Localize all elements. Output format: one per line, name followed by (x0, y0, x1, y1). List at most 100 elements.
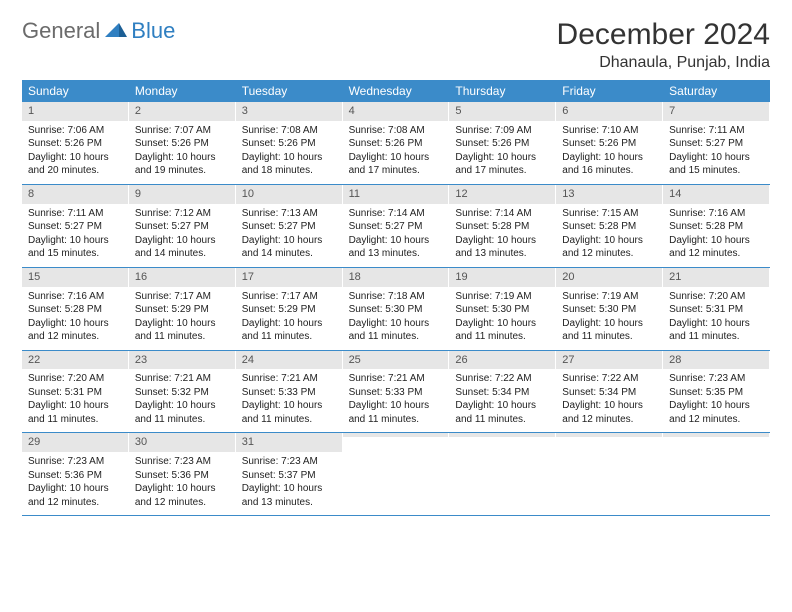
sunset-text: Sunset: 5:27 PM (242, 220, 337, 234)
sunset-text: Sunset: 5:28 PM (562, 220, 657, 234)
calendar-cell (343, 433, 450, 515)
day-number (449, 433, 556, 437)
daylight-text: Daylight: 10 hours and 11 minutes. (349, 399, 444, 426)
logo-text-general: General (22, 18, 100, 44)
sunset-text: Sunset: 5:26 PM (349, 137, 444, 151)
sunset-text: Sunset: 5:31 PM (28, 386, 123, 400)
day-number: 25 (343, 351, 450, 370)
calendar-cell: 3Sunrise: 7:08 AMSunset: 5:26 PMDaylight… (236, 102, 343, 184)
day-number (343, 433, 450, 437)
daylight-text: Daylight: 10 hours and 12 minutes. (669, 399, 764, 426)
calendar-cell (556, 433, 663, 515)
sunset-text: Sunset: 5:28 PM (455, 220, 550, 234)
day-number: 27 (556, 351, 663, 370)
day-number: 16 (129, 268, 236, 287)
day-number: 19 (449, 268, 556, 287)
calendar-cell: 25Sunrise: 7:21 AMSunset: 5:33 PMDayligh… (343, 351, 450, 433)
logo-text-blue: Blue (131, 18, 175, 44)
location-subtitle: Dhanaula, Punjab, India (557, 54, 770, 72)
sunrise-text: Sunrise: 7:22 AM (455, 372, 550, 386)
sunrise-text: Sunrise: 7:20 AM (28, 372, 123, 386)
calendar-cell: 15Sunrise: 7:16 AMSunset: 5:28 PMDayligh… (22, 268, 129, 350)
sunset-text: Sunset: 5:29 PM (242, 303, 337, 317)
sunrise-text: Sunrise: 7:16 AM (28, 290, 123, 304)
day-number: 29 (22, 433, 129, 452)
sunrise-text: Sunrise: 7:17 AM (242, 290, 337, 304)
sunset-text: Sunset: 5:27 PM (669, 137, 764, 151)
calendar-cell: 24Sunrise: 7:21 AMSunset: 5:33 PMDayligh… (236, 351, 343, 433)
sunrise-text: Sunrise: 7:07 AM (135, 124, 230, 138)
calendar-cell: 23Sunrise: 7:21 AMSunset: 5:32 PMDayligh… (129, 351, 236, 433)
sunrise-text: Sunrise: 7:08 AM (349, 124, 444, 138)
sunset-text: Sunset: 5:28 PM (28, 303, 123, 317)
sunrise-text: Sunrise: 7:20 AM (669, 290, 764, 304)
daylight-text: Daylight: 10 hours and 16 minutes. (562, 151, 657, 178)
sunrise-text: Sunrise: 7:21 AM (349, 372, 444, 386)
sunset-text: Sunset: 5:26 PM (135, 137, 230, 151)
day-header-row: Sunday Monday Tuesday Wednesday Thursday… (22, 80, 770, 102)
day-header-thursday: Thursday (449, 80, 556, 102)
day-number: 8 (22, 185, 129, 204)
calendar-cell: 21Sunrise: 7:20 AMSunset: 5:31 PMDayligh… (663, 268, 770, 350)
day-number: 24 (236, 351, 343, 370)
day-number: 26 (449, 351, 556, 370)
calendar-cell: 27Sunrise: 7:22 AMSunset: 5:34 PMDayligh… (556, 351, 663, 433)
week-row: 8Sunrise: 7:11 AMSunset: 5:27 PMDaylight… (22, 185, 770, 268)
daylight-text: Daylight: 10 hours and 12 minutes. (669, 234, 764, 261)
calendar-cell: 12Sunrise: 7:14 AMSunset: 5:28 PMDayligh… (449, 185, 556, 267)
calendar-cell: 14Sunrise: 7:16 AMSunset: 5:28 PMDayligh… (663, 185, 770, 267)
day-header-sunday: Sunday (22, 80, 129, 102)
daylight-text: Daylight: 10 hours and 11 minutes. (349, 317, 444, 344)
day-header-wednesday: Wednesday (343, 80, 450, 102)
sunset-text: Sunset: 5:26 PM (562, 137, 657, 151)
sunset-text: Sunset: 5:37 PM (242, 469, 337, 483)
sunset-text: Sunset: 5:30 PM (562, 303, 657, 317)
daylight-text: Daylight: 10 hours and 11 minutes. (455, 399, 550, 426)
calendar-cell: 28Sunrise: 7:23 AMSunset: 5:35 PMDayligh… (663, 351, 770, 433)
daylight-text: Daylight: 10 hours and 11 minutes. (28, 399, 123, 426)
calendar-cell: 9Sunrise: 7:12 AMSunset: 5:27 PMDaylight… (129, 185, 236, 267)
calendar-cell: 1Sunrise: 7:06 AMSunset: 5:26 PMDaylight… (22, 102, 129, 184)
calendar-cell: 29Sunrise: 7:23 AMSunset: 5:36 PMDayligh… (22, 433, 129, 515)
calendar-cell: 17Sunrise: 7:17 AMSunset: 5:29 PMDayligh… (236, 268, 343, 350)
day-number: 15 (22, 268, 129, 287)
daylight-text: Daylight: 10 hours and 12 minutes. (562, 234, 657, 261)
sunrise-text: Sunrise: 7:21 AM (135, 372, 230, 386)
daylight-text: Daylight: 10 hours and 12 minutes. (28, 482, 123, 509)
day-number: 3 (236, 102, 343, 121)
week-row: 29 Sunrise: 7:23 AMSunset: 5:36 PM Dayligh… (22, 433, 770, 516)
sunrise-text: Sunrise: 7:09 AM (455, 124, 550, 138)
sunrise-text: Sunrise: 7:19 AM (562, 290, 657, 304)
day-number (556, 433, 663, 437)
calendar-cell: 6Sunrise: 7:10 AMSunset: 5:26 PMDaylight… (556, 102, 663, 184)
calendar-cell: 18Sunrise: 7:18 AMSunset: 5:30 PMDayligh… (343, 268, 450, 350)
day-number: 2 (129, 102, 236, 121)
sunset-text: Sunset: 5:36 PM (135, 469, 230, 483)
sunset-text: Sunset: 5:33 PM (242, 386, 337, 400)
day-number: 17 (236, 268, 343, 287)
day-header-friday: Friday (556, 80, 663, 102)
sunset-text: Sunset: 5:29 PM (135, 303, 230, 317)
daylight-text: Daylight: 10 hours and 20 minutes. (28, 151, 123, 178)
day-number: 1 (22, 102, 129, 121)
sunrise-text: Sunrise: 7:12 AM (135, 207, 230, 221)
calendar-cell: 16Sunrise: 7:17 AMSunset: 5:29 PMDayligh… (129, 268, 236, 350)
daylight-text: Daylight: 10 hours and 12 minutes. (562, 399, 657, 426)
week-row: 15 Sunrise: 7:16 AMSunset: 5:28 PM Dayligh… (22, 268, 770, 351)
sunrise-text: Sunrise: 7:23 AM (135, 455, 230, 469)
sunrise-text: Sunrise: 7:15 AM (562, 207, 657, 221)
sunset-text: Sunset: 5:35 PM (669, 386, 764, 400)
calendar-cell: 10Sunrise: 7:13 AMSunset: 5:27 PMDayligh… (236, 185, 343, 267)
day-number: 31 (236, 433, 343, 452)
calendar-cell (449, 433, 556, 515)
calendar-cell: 8Sunrise: 7:11 AMSunset: 5:27 PMDaylight… (22, 185, 129, 267)
day-number: 7 (663, 102, 770, 121)
calendar-cell: 11Sunrise: 7:14 AMSunset: 5:27 PMDayligh… (343, 185, 450, 267)
sunset-text: Sunset: 5:26 PM (28, 137, 123, 151)
sunrise-text: Sunrise: 7:10 AM (562, 124, 657, 138)
day-header-monday: Monday (129, 80, 236, 102)
day-number: 13 (556, 185, 663, 204)
daylight-text: Daylight: 10 hours and 17 minutes. (455, 151, 550, 178)
sunrise-text: Sunrise: 7:08 AM (242, 124, 337, 138)
logo-triangle-icon (105, 21, 127, 42)
